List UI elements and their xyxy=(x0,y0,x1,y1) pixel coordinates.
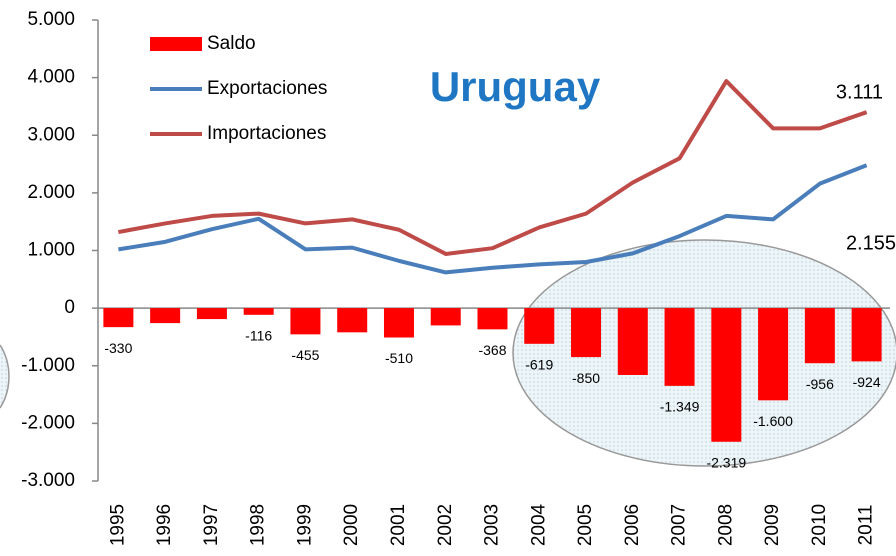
x-tick-label: 2005 xyxy=(575,504,596,546)
y-tick-label: 2.000 xyxy=(27,182,75,203)
x-tick-label: 2000 xyxy=(341,504,362,546)
bar xyxy=(664,308,695,386)
bar xyxy=(711,308,742,442)
x-tick-label: 1999 xyxy=(294,504,315,546)
x-tick-label: 2003 xyxy=(482,504,503,546)
bar xyxy=(103,308,134,328)
y-tick-label: -1.000 xyxy=(21,355,75,376)
x-tick-label: 1997 xyxy=(201,504,222,546)
x-tick-label: 2002 xyxy=(435,504,456,546)
value-label: -924 xyxy=(853,374,881,390)
bar xyxy=(758,308,789,401)
bar xyxy=(243,308,274,315)
highlight-ellipse xyxy=(512,239,896,467)
value-label: -1.600 xyxy=(753,413,793,429)
annotation: 3.111 xyxy=(836,81,883,103)
value-label: -330 xyxy=(104,340,132,356)
value-label: -850 xyxy=(572,370,600,386)
bar xyxy=(383,308,414,338)
x-tick-label: 1996 xyxy=(154,504,175,546)
value-label: -1.349 xyxy=(660,399,700,415)
value-label: -2.319 xyxy=(706,454,746,470)
value-label: -455 xyxy=(291,347,319,363)
x-tick-label: 2010 xyxy=(809,504,830,546)
legend-swatch xyxy=(150,37,202,51)
highlight-arc xyxy=(0,344,10,409)
chart-title: Uruguay xyxy=(430,63,601,110)
bar xyxy=(851,308,882,362)
y-tick-label: 0 xyxy=(64,297,75,318)
legend-label: Importaciones xyxy=(207,123,326,144)
y-tick-label: 4.000 xyxy=(27,67,75,88)
x-tick-label: 1995 xyxy=(107,504,128,546)
value-label: -956 xyxy=(806,376,834,392)
bar xyxy=(337,308,368,333)
annotation: 2.155 xyxy=(846,232,896,254)
value-label: -116 xyxy=(245,328,272,344)
bar xyxy=(524,308,555,344)
x-tick-label: 2001 xyxy=(388,504,409,546)
bar xyxy=(617,308,648,375)
y-tick-label: 5.000 xyxy=(27,9,75,30)
x-tick-label: 2006 xyxy=(622,504,643,546)
y-tick-label: 1.000 xyxy=(27,240,75,261)
bar xyxy=(196,308,227,320)
x-tick-label: 1998 xyxy=(248,504,269,546)
bar xyxy=(804,308,835,364)
bar xyxy=(290,308,321,335)
value-label: -510 xyxy=(385,350,413,366)
line xyxy=(118,163,868,275)
x-tick-label: 2009 xyxy=(762,504,783,546)
y-tick-label: -2.000 xyxy=(21,412,75,433)
bar xyxy=(150,308,181,324)
x-tick-label: 2008 xyxy=(715,504,736,546)
x-tick-label: 2007 xyxy=(669,504,690,546)
x-tick-label: 2011 xyxy=(856,505,877,546)
bar xyxy=(477,308,508,330)
y-tick-label: 3.000 xyxy=(27,124,75,145)
value-label: -368 xyxy=(478,342,506,358)
y-tick-label: -3.000 xyxy=(21,470,75,491)
bar xyxy=(571,308,602,358)
legend-label: Saldo xyxy=(207,33,256,54)
value-label: -619 xyxy=(525,356,553,372)
legend-label: Exportaciones xyxy=(207,78,327,99)
line xyxy=(118,79,868,256)
bar xyxy=(430,308,461,326)
x-tick-label: 2004 xyxy=(528,503,549,546)
